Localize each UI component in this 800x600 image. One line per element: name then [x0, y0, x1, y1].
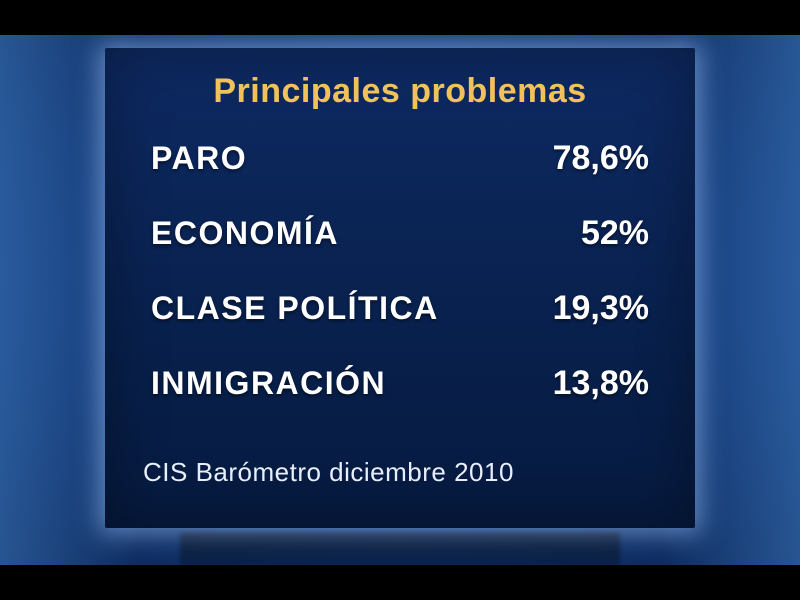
table-row: CLASE POLÍTICA 19,3% [151, 289, 649, 328]
table-row: ECONOMÍA 52% [151, 214, 649, 253]
row-label: PARO [151, 140, 247, 177]
panel-title: Principales problemas [143, 72, 657, 111]
table-row: INMIGRACIÓN 13,8% [151, 364, 649, 403]
stage: Principales problemas PARO 78,6% ECONOMÍ… [0, 0, 800, 600]
info-panel: Principales problemas PARO 78,6% ECONOMÍ… [105, 48, 695, 528]
row-label: CLASE POLÍTICA [151, 290, 439, 327]
row-value: 78,6% [553, 139, 649, 178]
data-rows: PARO 78,6% ECONOMÍA 52% CLASE POLÍTICA 1… [143, 139, 657, 403]
row-value: 13,8% [553, 364, 649, 403]
row-label: ECONOMÍA [151, 215, 339, 252]
row-value: 19,3% [553, 289, 649, 328]
table-row: PARO 78,6% [151, 139, 649, 178]
source-caption: CIS Barómetro diciembre 2010 [143, 457, 514, 488]
row-label: INMIGRACIÓN [151, 365, 386, 402]
letterbox-top [0, 0, 800, 35]
row-value: 52% [581, 214, 649, 253]
letterbox-bottom [0, 565, 800, 600]
